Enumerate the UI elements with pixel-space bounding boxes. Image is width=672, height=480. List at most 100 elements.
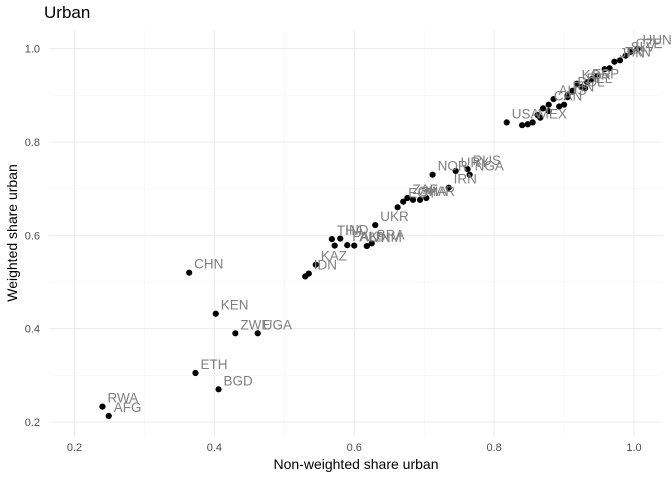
y-tick-label: 0.6 [25,230,40,242]
grid [50,30,662,436]
point-label: RWA [107,391,138,406]
x-tick-label: 0.6 [347,442,362,454]
data-point [622,52,629,59]
data-point [99,403,106,410]
data-point [344,242,351,249]
x-tick-label: 0.4 [207,442,222,454]
point-label: IRN [454,172,477,187]
point-label: GHA [418,184,447,199]
data-point [529,119,536,126]
point-label: JPN [619,46,645,61]
data-point [594,72,601,79]
point-label: MAR [425,184,455,199]
data-point [394,204,401,211]
point-label: ALB [359,230,385,245]
point-label: IDN [314,258,337,273]
point-label: USA [512,106,540,121]
data-point [550,95,557,103]
data-point [215,386,222,393]
y-tick-label: 0.8 [25,137,40,149]
point-label: ETH [200,357,227,372]
point-label: CHN [194,257,223,272]
point-label: SLV [631,40,656,55]
data-point [545,101,552,108]
point-label: UKR [380,209,409,224]
data-point [400,198,407,205]
data-point [429,171,436,178]
data-point [312,261,319,268]
point-label: FIN [573,79,595,94]
data-point [254,330,261,337]
data-point [537,114,544,121]
data-points [99,45,641,420]
data-point [581,85,589,92]
point-label: RUS [473,153,502,168]
data-point [328,235,335,243]
data-point [539,105,547,112]
data-point [351,242,358,249]
data-point [611,58,618,65]
data-point [372,221,379,229]
point-label: PAK [352,229,378,244]
point-label: AFG [114,400,142,415]
point-label: BGD [224,373,254,388]
point-label: URY [461,155,489,170]
point-label: UGA [263,317,292,332]
data-point [573,80,580,87]
point-label: THA [337,223,364,238]
data-point [105,412,112,420]
point-label: KOR [582,68,612,83]
data-point [634,45,641,52]
data-point [363,242,370,250]
data-point [464,165,471,173]
point-label: CAN [554,89,583,104]
data-point [503,119,510,126]
y-axis-ticks: 0.2 0.4 0.6 0.8 1.0 [25,44,40,429]
data-point [192,369,199,377]
data-point [584,79,591,86]
point-label: POL [577,75,605,90]
point-label: TAN [625,44,651,59]
data-point [186,269,193,276]
data-point [368,240,375,247]
data-point [409,196,417,203]
point-label: NGA [475,159,504,174]
data-point [560,101,568,108]
data-point [423,194,430,202]
y-tick-label: 0.4 [25,324,40,336]
data-point [601,66,608,73]
data-point [232,330,239,337]
data-point [452,167,459,175]
data-point [524,121,531,128]
y-tick-label: 1.0 [25,44,40,56]
data-point [466,171,473,178]
point-label: ZWE [240,317,270,332]
point-label: BEL [587,71,613,86]
data-point [588,75,596,83]
point-label: MEX [538,106,567,121]
point-label: KAZ [321,249,347,264]
point-label: EGY [408,186,437,201]
x-axis-title: Non-weighted share urban [274,456,439,472]
data-point [404,194,411,202]
data-point [305,270,312,277]
data-point [331,242,338,249]
y-tick-label: 0.2 [25,417,40,429]
data-point [545,108,552,115]
point-label: BRA [377,227,405,242]
data-point [445,184,452,191]
data-point [212,310,219,317]
point-label: CZE [636,36,663,51]
data-point [569,87,576,94]
y-axis-title: Weighted share urban [4,164,20,302]
data-point [606,65,613,72]
point-label: HUN [643,33,672,48]
data-point [519,122,526,129]
point-label: AUS [559,83,587,98]
x-axis-ticks: 0.2 0.4 0.6 0.8 1.0 [67,442,642,454]
data-point [337,235,344,242]
point-label: KEN [221,298,249,313]
data-point [556,103,563,110]
data-point [564,94,571,101]
x-tick-label: 0.2 [67,442,82,454]
